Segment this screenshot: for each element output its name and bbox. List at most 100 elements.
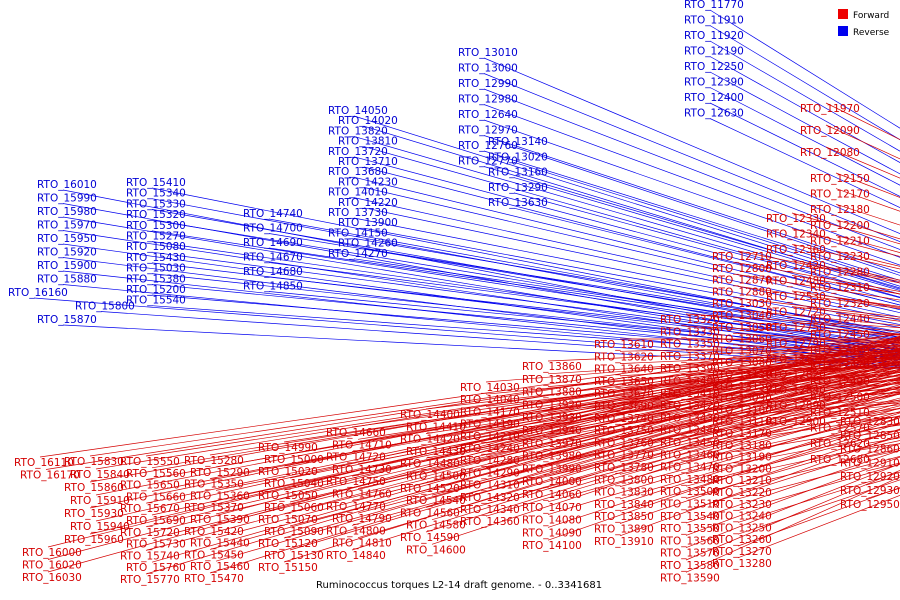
forward-gene-label: RTO_13330 [660, 326, 720, 338]
forward-leader-line [283, 362, 900, 515]
reverse-gene-label: RTO_13000 [458, 63, 518, 75]
forward-gene-label: RTO_13240 [712, 511, 772, 523]
forward-leader-line [737, 479, 900, 535]
reverse-gene-label: RTO_13810 [338, 136, 398, 148]
forward-gene-label: RTO_16020 [22, 560, 82, 572]
forward-gene-label: RTO_14760 [332, 489, 392, 501]
forward-gene-label: RTO_14060 [522, 489, 582, 501]
forward-gene-label: RTO_12680 [810, 454, 870, 466]
forward-leader-line [425, 373, 900, 484]
forward-leader-line [737, 262, 900, 292]
reverse-leader-line [709, 102, 900, 197]
forward-leader-line [685, 470, 900, 561]
forward-gene-label: RTO_13090 [712, 393, 772, 405]
forward-gene-label: RTO_12880 [712, 286, 772, 298]
forward-leader-line [47, 336, 900, 548]
forward-leader-line [619, 417, 900, 500]
forward-gene-label: RTO_13390 [660, 363, 720, 375]
forward-leader-line [737, 487, 900, 547]
forward-gene-label: RTO_12840 [766, 385, 826, 397]
forward-gene-label: RTO_15720 [120, 527, 180, 539]
forward-leader-line [737, 448, 900, 488]
forward-leader-line [89, 338, 900, 483]
forward-gene-label: RTO_14720 [326, 452, 386, 464]
forward-gene-label: RTO_12790 [766, 338, 826, 350]
reverse-leader-line [709, 40, 900, 152]
reverse-gene-label: RTO_13680 [328, 166, 388, 178]
forward-gene-label: RTO_13180 [712, 440, 772, 452]
reverse-gene-label: RTO_15980 [37, 206, 97, 218]
forward-gene-label: RTO_14520 [400, 483, 460, 495]
forward-gene-label: RTO_15000 [264, 454, 324, 466]
forward-gene-label: RTO_15660 [126, 491, 186, 503]
forward-leader-line [351, 357, 900, 452]
forward-gene-label: RTO_14600 [406, 544, 466, 556]
forward-gene-label: RTO_14290 [460, 467, 520, 479]
reverse-gene-label: RTO_15300 [126, 220, 186, 232]
forward-gene-label: RTO_12440 [810, 313, 870, 325]
reverse-leader-line [363, 125, 900, 290]
forward-gene-label: RTO_12720 [766, 307, 826, 319]
reverse-leader-line [709, 118, 900, 208]
reverse-leader-line [709, 56, 900, 163]
reverse-gene-label: RTO_15990 [37, 193, 97, 205]
forward-gene-label: RTO_13640 [594, 364, 654, 376]
forward-gene-label: RTO_13200 [712, 463, 772, 475]
reverse-gene-label: RTO_15920 [37, 247, 97, 259]
forward-gene-label: RTO_13120 [712, 369, 772, 381]
reverse-gene-label: RTO_15030 [126, 263, 186, 275]
reverse-gene-label: RTO_14740 [243, 208, 303, 220]
forward-gene-label: RTO_12490 [810, 376, 870, 388]
reverse-gene-label: RTO_14260 [338, 238, 398, 250]
reverse-gene-label: RTO_15270 [126, 231, 186, 243]
forward-leader-line [737, 407, 900, 429]
reverse-gene-label: RTO_14230 [338, 176, 398, 188]
forward-leader-line [791, 367, 900, 370]
forward-gene-labels: RTO_11970 RTO_12090 RTO_12080 RTO_12150 RTO_… [14, 103, 900, 586]
forward-gene-label: RTO_13460 [660, 449, 720, 461]
forward-leader-lines [39, 102, 900, 575]
forward-gene-label: RTO_15040 [264, 478, 324, 490]
forward-gene-label: RTO_13440 [660, 425, 720, 437]
forward-gene-label: RTO_15730 [126, 539, 186, 551]
forward-gene-label: RTO_12710 [712, 251, 772, 263]
forward-gene-label: RTO_13800 [594, 474, 654, 486]
forward-leader-line [209, 361, 900, 574]
reverse-leader-line [513, 177, 900, 291]
reverse-gene-label: RTO_14680 [243, 266, 303, 278]
reverse-gene-label: RTO_13140 [488, 136, 548, 148]
forward-gene-label: RTO_14090 [522, 527, 582, 539]
forward-leader-line [685, 463, 900, 549]
forward-gene-label: RTO_13480 [660, 474, 720, 486]
forward-gene-label: RTO_15120 [258, 538, 318, 550]
forward-gene-label: RTO_14000 [522, 476, 582, 488]
forward-gene-label: RTO_13430 [660, 412, 720, 424]
forward-gene-label: RTO_13220 [712, 487, 772, 499]
forward-gene-label: RTO_13890 [594, 524, 654, 536]
forward-gene-label: RTO_14540 [406, 495, 466, 507]
forward-leader-line [685, 393, 900, 426]
forward-gene-label: RTO_13930 [522, 412, 582, 424]
legend-forward-label: Forward [853, 11, 889, 21]
forward-gene-label: RTO_14410 [406, 421, 466, 433]
forward-gene-label: RTO_15020 [258, 466, 318, 478]
forward-gene-label: RTO_12320 [810, 298, 870, 310]
reverse-gene-labels: RTO_11770 RTO_11910 RTO_11920 RTO_12190 RTO_… [8, 0, 744, 326]
reverse-gene-label: RTO_15870 [37, 314, 97, 326]
forward-leader-line [685, 476, 900, 573]
forward-gene-label: RTO_13610 [594, 339, 654, 351]
forward-gene-label: RTO_14730 [332, 464, 392, 476]
reverse-leader-line [513, 146, 900, 276]
forward-gene-label: RTO_13670 [594, 388, 654, 400]
reverse-gene-label: RTO_14850 [243, 281, 303, 293]
forward-gene-label: RTO_13260 [712, 534, 772, 546]
reverse-leader-line [483, 57, 900, 235]
forward-gene-label: RTO_12460 [810, 345, 870, 357]
forward-gene-label: RTO_13040 [712, 310, 772, 322]
reverse-gene-label: RTO_15430 [126, 252, 186, 264]
reverse-leader-line [709, 25, 900, 141]
reverse-leader-line [353, 217, 900, 325]
forward-gene-label: RTO_14990 [258, 442, 318, 454]
forward-gene-label: RTO_13070 [712, 345, 772, 357]
forward-gene-label: RTO_16110 [14, 457, 74, 469]
